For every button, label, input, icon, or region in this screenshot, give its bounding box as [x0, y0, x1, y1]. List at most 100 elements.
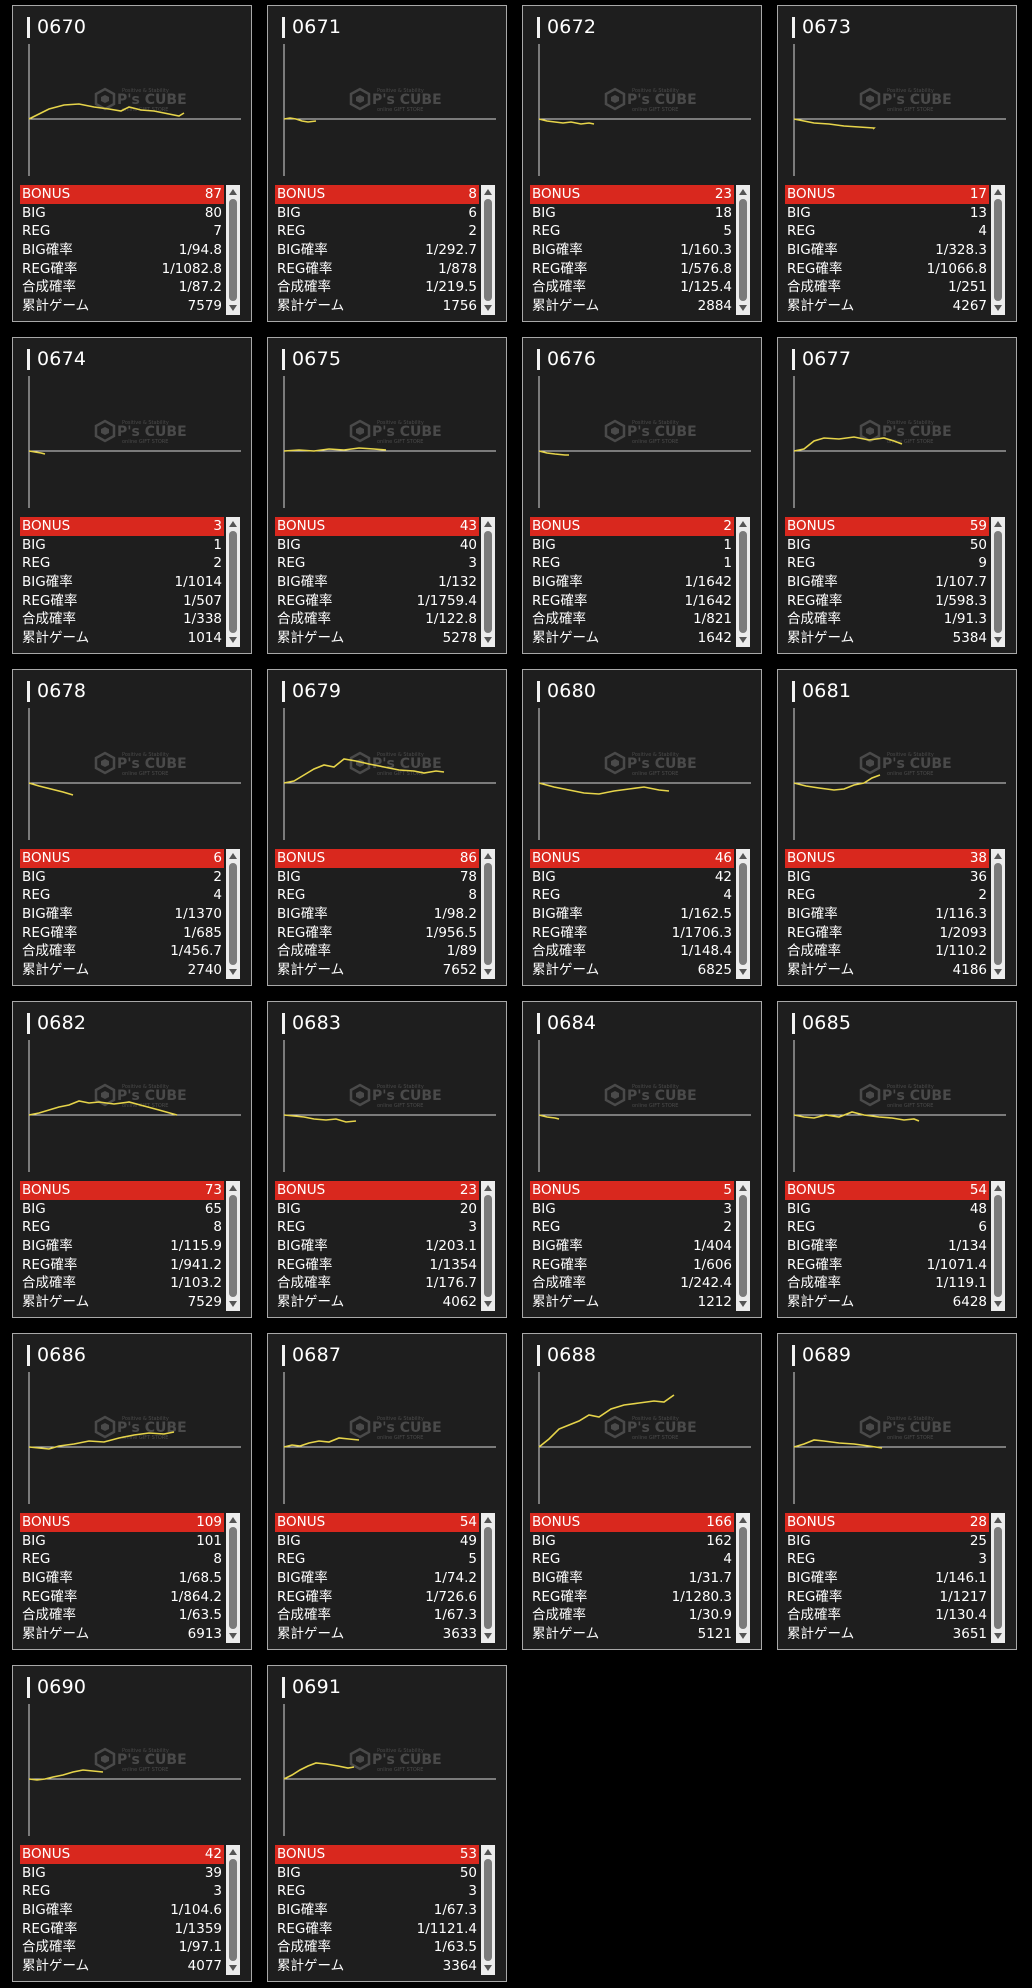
- scroll-down-arrow-icon[interactable]: [229, 1633, 237, 1639]
- scroll-up-arrow-icon[interactable]: [229, 521, 237, 527]
- scroll-up-arrow-icon[interactable]: [739, 853, 747, 859]
- scrollbar-thumb[interactable]: [229, 199, 237, 301]
- scroll-up-arrow-icon[interactable]: [994, 189, 1002, 195]
- scroll-up-arrow-icon[interactable]: [229, 1517, 237, 1523]
- machine-card[interactable]: 0689 Positive & Stability P's CUBE online G…: [777, 1333, 1017, 1650]
- stats-scrollbar[interactable]: [736, 517, 750, 647]
- scroll-down-arrow-icon[interactable]: [994, 637, 1002, 643]
- scroll-down-arrow-icon[interactable]: [994, 1633, 1002, 1639]
- machine-card[interactable]: 0680 Positive & Stability P's CUBE online G…: [522, 669, 762, 986]
- scroll-up-arrow-icon[interactable]: [994, 521, 1002, 527]
- scroll-down-arrow-icon[interactable]: [739, 969, 747, 975]
- stats-scrollbar[interactable]: [481, 1513, 495, 1643]
- scroll-up-arrow-icon[interactable]: [484, 1849, 492, 1855]
- scroll-down-arrow-icon[interactable]: [739, 1301, 747, 1307]
- scroll-up-arrow-icon[interactable]: [484, 1185, 492, 1191]
- scrollbar-thumb[interactable]: [994, 531, 1002, 633]
- machine-card[interactable]: 0675 Positive & Stability P's CUBE online G…: [267, 337, 507, 654]
- stats-scrollbar[interactable]: [226, 185, 240, 315]
- scrollbar-thumb[interactable]: [994, 1527, 1002, 1629]
- scroll-down-arrow-icon[interactable]: [229, 305, 237, 311]
- stats-scrollbar[interactable]: [991, 185, 1005, 315]
- scrollbar-thumb[interactable]: [484, 199, 492, 301]
- stats-scrollbar[interactable]: [226, 849, 240, 979]
- scroll-down-arrow-icon[interactable]: [484, 969, 492, 975]
- machine-card[interactable]: 0670 Positive & Stability P's CUBE online G…: [12, 5, 252, 322]
- stats-scrollbar[interactable]: [226, 1845, 240, 1975]
- machine-card[interactable]: 0677 Positive & Stability P's CUBE online G…: [777, 337, 1017, 654]
- stats-scrollbar[interactable]: [226, 517, 240, 647]
- scroll-up-arrow-icon[interactable]: [994, 1185, 1002, 1191]
- machine-card[interactable]: 0678 Positive & Stability P's CUBE online G…: [12, 669, 252, 986]
- stats-scrollbar[interactable]: [481, 849, 495, 979]
- scrollbar-thumb[interactable]: [484, 1859, 492, 1961]
- scrollbar-thumb[interactable]: [229, 1527, 237, 1629]
- scroll-up-arrow-icon[interactable]: [994, 1517, 1002, 1523]
- scroll-up-arrow-icon[interactable]: [994, 853, 1002, 859]
- stats-scrollbar[interactable]: [226, 1513, 240, 1643]
- machine-card[interactable]: 0672 Positive & Stability P's CUBE online G…: [522, 5, 762, 322]
- scrollbar-thumb[interactable]: [994, 199, 1002, 301]
- scrollbar-thumb[interactable]: [739, 199, 747, 301]
- scroll-down-arrow-icon[interactable]: [229, 969, 237, 975]
- machine-card[interactable]: 0683 Positive & Stability P's CUBE online G…: [267, 1001, 507, 1318]
- stats-scrollbar[interactable]: [736, 1181, 750, 1311]
- machine-card[interactable]: 0690 Positive & Stability P's CUBE online G…: [12, 1665, 252, 1982]
- scrollbar-thumb[interactable]: [229, 531, 237, 633]
- stats-scrollbar[interactable]: [991, 1513, 1005, 1643]
- scroll-down-arrow-icon[interactable]: [484, 1301, 492, 1307]
- stats-scrollbar[interactable]: [736, 1513, 750, 1643]
- machine-card[interactable]: 0691 Positive & Stability P's CUBE online G…: [267, 1665, 507, 1982]
- scroll-down-arrow-icon[interactable]: [484, 305, 492, 311]
- scroll-down-arrow-icon[interactable]: [484, 1633, 492, 1639]
- stats-scrollbar[interactable]: [481, 1181, 495, 1311]
- scrollbar-thumb[interactable]: [739, 1195, 747, 1297]
- scroll-down-arrow-icon[interactable]: [484, 1965, 492, 1971]
- machine-card[interactable]: 0686 Positive & Stability P's CUBE online G…: [12, 1333, 252, 1650]
- scroll-down-arrow-icon[interactable]: [229, 1301, 237, 1307]
- scroll-up-arrow-icon[interactable]: [229, 1185, 237, 1191]
- scrollbar-thumb[interactable]: [739, 531, 747, 633]
- scrollbar-thumb[interactable]: [229, 1859, 237, 1961]
- stats-scrollbar[interactable]: [226, 1181, 240, 1311]
- machine-card[interactable]: 0676 Positive & Stability P's CUBE online G…: [522, 337, 762, 654]
- machine-card[interactable]: 0674 Positive & Stability P's CUBE online G…: [12, 337, 252, 654]
- stats-scrollbar[interactable]: [991, 849, 1005, 979]
- scrollbar-thumb[interactable]: [484, 863, 492, 965]
- scroll-down-arrow-icon[interactable]: [229, 1965, 237, 1971]
- machine-card[interactable]: 0688 Positive & Stability P's CUBE online G…: [522, 1333, 762, 1650]
- scroll-down-arrow-icon[interactable]: [739, 305, 747, 311]
- scroll-up-arrow-icon[interactable]: [484, 853, 492, 859]
- stats-scrollbar[interactable]: [481, 185, 495, 315]
- scrollbar-thumb[interactable]: [484, 531, 492, 633]
- scroll-up-arrow-icon[interactable]: [484, 189, 492, 195]
- machine-card[interactable]: 0671 Positive & Stability P's CUBE online G…: [267, 5, 507, 322]
- scroll-down-arrow-icon[interactable]: [739, 1633, 747, 1639]
- machine-card[interactable]: 0673 Positive & Stability P's CUBE online G…: [777, 5, 1017, 322]
- scrollbar-thumb[interactable]: [994, 1195, 1002, 1297]
- stats-scrollbar[interactable]: [736, 185, 750, 315]
- stats-scrollbar[interactable]: [481, 1845, 495, 1975]
- scrollbar-thumb[interactable]: [229, 1195, 237, 1297]
- scroll-up-arrow-icon[interactable]: [484, 521, 492, 527]
- scroll-down-arrow-icon[interactable]: [739, 637, 747, 643]
- machine-card[interactable]: 0685 Positive & Stability P's CUBE online G…: [777, 1001, 1017, 1318]
- scroll-down-arrow-icon[interactable]: [994, 1301, 1002, 1307]
- scrollbar-thumb[interactable]: [739, 863, 747, 965]
- stats-scrollbar[interactable]: [991, 517, 1005, 647]
- scrollbar-thumb[interactable]: [484, 1527, 492, 1629]
- scroll-up-arrow-icon[interactable]: [739, 521, 747, 527]
- scroll-up-arrow-icon[interactable]: [739, 1517, 747, 1523]
- scroll-up-arrow-icon[interactable]: [484, 1517, 492, 1523]
- scrollbar-thumb[interactable]: [994, 863, 1002, 965]
- machine-card[interactable]: 0684 Positive & Stability P's CUBE online G…: [522, 1001, 762, 1318]
- machine-card[interactable]: 0682 Positive & Stability P's CUBE online G…: [12, 1001, 252, 1318]
- scroll-up-arrow-icon[interactable]: [739, 1185, 747, 1191]
- scroll-down-arrow-icon[interactable]: [994, 969, 1002, 975]
- machine-card[interactable]: 0687 Positive & Stability P's CUBE online G…: [267, 1333, 507, 1650]
- scroll-up-arrow-icon[interactable]: [739, 189, 747, 195]
- scroll-up-arrow-icon[interactable]: [229, 853, 237, 859]
- stats-scrollbar[interactable]: [736, 849, 750, 979]
- scroll-down-arrow-icon[interactable]: [484, 637, 492, 643]
- machine-card[interactable]: 0679 Positive & Stability P's CUBE online G…: [267, 669, 507, 986]
